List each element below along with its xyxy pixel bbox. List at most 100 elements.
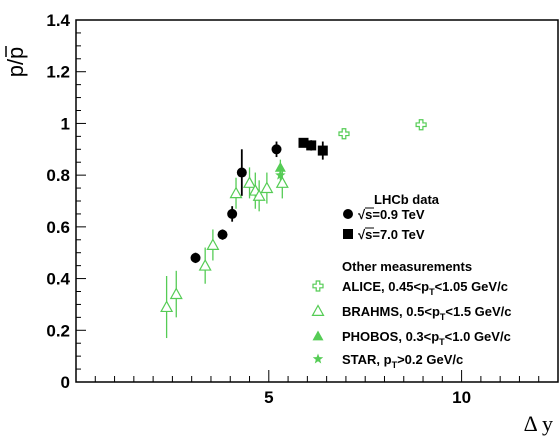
y-tick-label: 1 [61,114,70,133]
data-point-brahms [206,229,220,261]
triangle-open-marker-group [206,238,220,250]
data-point-brahms [252,180,266,212]
data-point-brahms [260,172,274,204]
open-triangle-marker [252,189,266,201]
triangle-open-marker-group [243,176,257,188]
triangle-open-marker-group [252,189,266,201]
data-point-lhcb09 [227,206,238,222]
open-triangle-marker [260,181,274,194]
legend-circle-marker [343,209,353,219]
circle-marker [343,209,353,219]
circle-marker-group [227,208,238,219]
data-point-lhcb70 [298,137,309,148]
triangle-open-marker-group [275,176,289,188]
y-tick-label: 0.6 [46,218,70,237]
x-tick-label: 10 [452,388,471,407]
open-cross-marker [415,119,427,131]
legend-entry-lhcb70: √s=7.0 TeV [343,227,425,242]
square-marker [343,229,353,239]
data-point-lhcb70 [317,141,328,160]
open-triangle-marker [243,176,257,188]
data-point-lhcb09 [190,252,201,264]
legend-triangle-marker [312,330,324,341]
triangle-open-marker-group [260,181,274,194]
circle-marker [217,229,228,240]
data-point-brahms [198,247,212,284]
data-point-lhcb09 [271,141,282,158]
legend-entry-star: STAR, pT>0.2 GeV/c [312,352,463,370]
star-marker-group [275,169,286,180]
legend-label: BRAHMS, 0.5<pT<1.5 GeV/c [342,304,512,322]
data-points [160,119,427,339]
series-star [275,169,286,181]
x-tick-label: 5 [264,388,273,407]
data-point-alice [338,128,350,140]
square-marker [306,140,317,151]
circle-marker [271,144,282,155]
open-cross-marker [338,128,350,140]
open-cross-marker [312,280,324,292]
series-brahms [160,167,289,339]
axis-tick-labels: 0 0.2 0.4 0.6 0.8 1 1.2 1.4 5 10 [46,11,471,407]
legend-entry-alice: ALICE, 0.45<pT<1.05 GeV/c [312,279,508,297]
legend-label: √s=0.9 TeV [358,207,425,222]
y-tick-label: 0.8 [46,166,70,185]
open-triangle-marker [311,304,325,316]
legend: LHCb data Other measurements √s=0.9 TeV √s=… [311,192,512,370]
legend-label: STAR, pT>0.2 GeV/c [342,352,463,370]
square-marker [298,137,309,148]
circle-marker-group [236,167,247,178]
cross-open-marker-group [338,128,350,140]
data-point-alice [415,119,427,131]
circle-marker [227,208,238,219]
y-axis-label: p/p [3,47,28,78]
circle-marker [236,167,247,178]
cross-open-marker-group [415,119,427,131]
data-point-brahms [160,275,174,339]
legend-label: √s=7.0 TeV [358,227,425,242]
square-marker-group [306,140,317,151]
legend-entry-brahms: BRAHMS, 0.5<pT<1.5 GeV/c [311,304,512,322]
legend-cross-open-marker [312,280,324,292]
data-point-lhcb09 [236,149,247,196]
y-tick-label: 1.4 [46,11,70,30]
x-axis-label: Δ y [524,411,553,436]
data-point-lhcb70 [306,140,317,151]
series-lhcb70 [298,137,328,160]
data-point-brahms [229,177,243,209]
square-marker [317,145,328,156]
triangle-open-marker-group [160,300,174,313]
legend-star-marker [312,353,324,364]
circle-marker-group [271,144,282,155]
circle-marker [190,252,201,263]
star-marker [275,169,286,180]
open-triangle-marker [229,186,243,199]
legend-square-marker [343,229,353,239]
open-triangle-marker [198,258,212,271]
filled-triangle-marker [274,161,286,172]
circle-marker-group [217,229,228,240]
data-point-lhcb09 [217,229,228,240]
open-triangle-marker [160,300,174,313]
triangle-marker-group [274,161,286,172]
triangle-open-marker-group [198,258,212,271]
legend-label: PHOBOS, 0.3<pT<1.0 GeV/c [342,329,511,347]
y-tick-label: 0 [61,373,70,392]
plot-frame [75,19,559,383]
open-triangle-marker [169,287,183,300]
plot-frame-rect [75,19,559,383]
square-marker-group [317,145,328,156]
legend-entry-phobos: PHOBOS, 0.3<pT<1.0 GeV/c [312,329,511,347]
legend-entry-lhcb09: √s=0.9 TeV [343,207,425,222]
data-point-star [275,169,286,181]
y-tick-label: 1.2 [46,63,70,82]
legend-lhcb-title: LHCb data [374,192,440,207]
filled-triangle-marker [312,330,324,341]
data-point-brahms [169,270,183,318]
open-triangle-marker [275,176,289,188]
axis-ticks [75,19,559,383]
triangle-open-marker-group [169,287,183,300]
legend-triangle-open-marker [311,304,325,316]
open-triangle-marker [206,238,220,250]
circle-marker-group [190,252,201,263]
